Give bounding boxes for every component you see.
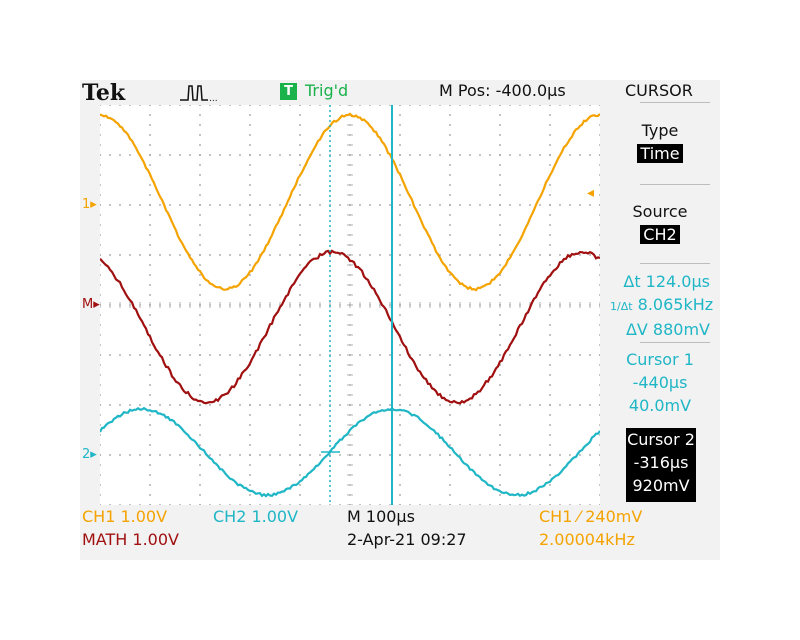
trigger-readout: CH1 ⁄ 240mV xyxy=(539,508,642,526)
trigger-status: Trig'd xyxy=(305,82,348,100)
svg-text:...: ... xyxy=(209,94,218,102)
inverse-delta-t-readout: 1/Δt 8.065kHz xyxy=(610,293,710,318)
menu-divider xyxy=(640,342,710,343)
cursor-1-time: -440µs xyxy=(620,371,700,394)
trigger-level-marker: ◂ xyxy=(587,184,594,202)
menu-divider xyxy=(640,263,710,264)
delta-t-readout: Δt 124.0µs xyxy=(610,270,710,293)
delta-v-readout: ΔV 880mV xyxy=(610,318,710,341)
cursor-2-voltage: 920mV xyxy=(626,474,696,497)
menu-title: CURSOR xyxy=(625,82,693,100)
ch2-scale: CH2 1.00V xyxy=(213,508,298,526)
ch2-waveform xyxy=(100,408,600,496)
m-pos-readout: M Pos: -400.0µs xyxy=(439,82,566,100)
acquire-mode-icon: ... xyxy=(180,84,218,102)
type-label: Type xyxy=(625,122,695,140)
cursor-2-menu-button[interactable]: Cursor 2 -316µs 920mV xyxy=(626,428,696,502)
ch1-scale: CH1 1.00V xyxy=(82,508,167,526)
ch2-ground-marker: 2▸ xyxy=(82,446,97,464)
cursor-1-label: Cursor 1 xyxy=(620,348,700,371)
math-waveform xyxy=(100,251,600,403)
type-menu-button[interactable]: Type Time xyxy=(625,122,695,170)
timebase-readout: M 100µs xyxy=(347,508,415,526)
brand-logo: Tek xyxy=(82,81,125,105)
math-ground-marker: M▸ xyxy=(82,296,100,314)
ch1-ground-marker: 1▸ xyxy=(82,196,97,214)
math-scale: MATH 1.00V xyxy=(82,531,179,549)
type-value: Time xyxy=(625,145,695,163)
cursor-2-label: Cursor 2 xyxy=(626,428,696,451)
menu-divider xyxy=(640,184,710,185)
menu-divider xyxy=(640,102,710,103)
date-time-readout: 2-Apr-21 09:27 xyxy=(347,531,467,549)
source-value: CH2 xyxy=(625,226,695,244)
source-label: Source xyxy=(625,203,695,221)
cursor-2-time: -316µs xyxy=(626,451,696,474)
cursor-1-menu-button[interactable]: Cursor 1 -440µs 40.0mV xyxy=(620,348,700,417)
ch1-waveform xyxy=(100,114,600,290)
frequency-readout: 2.00004kHz xyxy=(539,531,635,549)
waveform-display xyxy=(100,105,600,505)
cursor-1-voltage: 40.0mV xyxy=(620,394,700,417)
oscilloscope-screen: Tek ... T Trig'd M Pos: -400.0µs 1▸ M▸ 2… xyxy=(80,80,720,560)
trigger-badge: T xyxy=(280,83,297,100)
cursor-measurements: Δt 124.0µs 1/Δt 8.065kHz ΔV 880mV xyxy=(610,270,710,341)
graticule xyxy=(100,105,600,505)
source-menu-button[interactable]: Source CH2 xyxy=(625,203,695,251)
